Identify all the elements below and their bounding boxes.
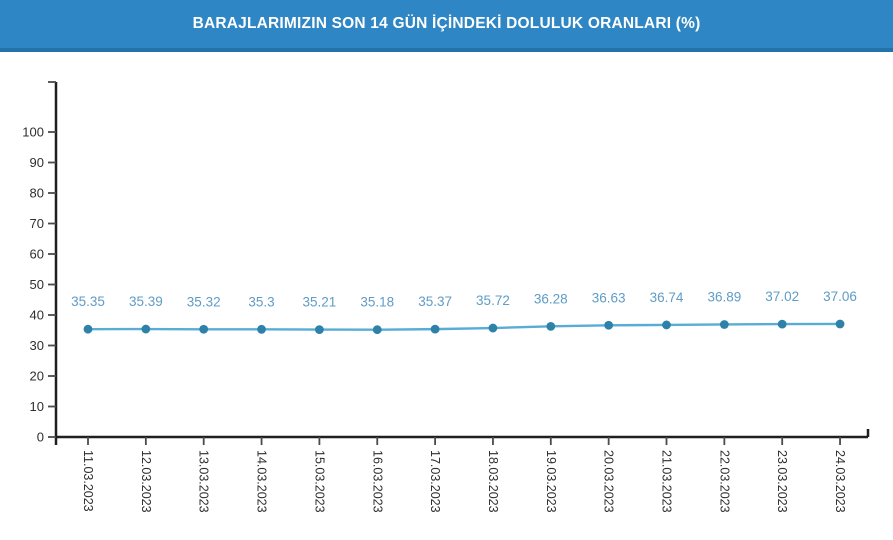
data-point[interactable] xyxy=(372,325,382,335)
x-tick-label: 11.03.2023 xyxy=(81,450,95,512)
data-point-label: 35.21 xyxy=(303,295,337,310)
y-tick-label: 0 xyxy=(37,430,44,445)
data-point[interactable] xyxy=(141,324,151,334)
data-point-label: 36.63 xyxy=(592,290,626,305)
y-tick-label: 70 xyxy=(30,216,44,231)
title-bar: BARAJLARIMIZIN SON 14 GÜN İÇİNDEKİ DOLUL… xyxy=(0,0,893,52)
y-tick-label: 20 xyxy=(30,369,44,384)
data-point[interactable] xyxy=(315,325,324,335)
y-tick-label: 50 xyxy=(30,277,44,292)
data-point[interactable] xyxy=(662,320,671,330)
data-line xyxy=(86,322,842,331)
data-point-label: 35.72 xyxy=(476,293,510,308)
data-point[interactable] xyxy=(257,324,266,334)
data-point[interactable] xyxy=(488,323,498,333)
data-point-label: 35.3 xyxy=(248,294,274,309)
x-tick-label: 16.03.2023 xyxy=(370,450,384,513)
data-point-label: 35.32 xyxy=(187,294,221,309)
data-point-label: 37.06 xyxy=(823,289,857,304)
data-point-label: 35.35 xyxy=(71,294,105,309)
x-tick-label: 15.03.2023 xyxy=(312,450,326,513)
y-tick-label: 100 xyxy=(22,125,44,140)
x-tick-label: 24.03.2023 xyxy=(833,450,847,513)
x-tick-label: 17.03.2023 xyxy=(428,450,442,513)
data-point[interactable] xyxy=(199,324,209,334)
data-point-label: 36.89 xyxy=(707,289,741,304)
data-point[interactable] xyxy=(546,321,556,331)
data-point[interactable] xyxy=(83,324,93,334)
x-tick-label: 13.03.2023 xyxy=(197,450,211,513)
data-point-label: 35.39 xyxy=(129,294,163,309)
y-tick-label: 40 xyxy=(30,308,44,323)
data-point[interactable] xyxy=(777,319,787,329)
y-tick-label: 10 xyxy=(30,399,44,414)
x-tick-label: 21.03.2023 xyxy=(660,450,674,513)
x-tick-label: 19.03.2023 xyxy=(544,450,558,513)
page-title: BARAJLARIMIZIN SON 14 GÜN İÇİNDEKİ DOLUL… xyxy=(192,15,701,32)
data-point[interactable] xyxy=(719,320,729,329)
line-chart: 0 10 20 30 40 50 60 70 80 90 100 11.03.2023 12.03.20… xyxy=(22,81,870,513)
data-point-label: 37.02 xyxy=(765,289,799,304)
x-tick-label: 12.03.2023 xyxy=(139,450,153,513)
y-tick-label: 90 xyxy=(30,155,44,170)
x-tick-label: 23.03.2023 xyxy=(775,450,789,513)
data-point[interactable] xyxy=(430,324,440,334)
data-point[interactable] xyxy=(604,320,614,330)
data-point[interactable] xyxy=(835,319,845,329)
chart-area: 0 10 20 30 40 50 60 70 80 90 100 11.03.2023 12.03.20… xyxy=(0,52,893,540)
data-point-label: 35.37 xyxy=(418,294,452,309)
y-tick-label: 80 xyxy=(30,186,44,201)
y-tick-label: 30 xyxy=(30,338,44,353)
x-tick-label: 18.03.2023 xyxy=(486,450,500,513)
data-point-label: 36.74 xyxy=(650,290,684,305)
data-point-label: 35.18 xyxy=(360,295,394,310)
x-tick-label: 20.03.2023 xyxy=(602,450,616,513)
x-tick-label: 22.03.2023 xyxy=(717,450,731,513)
y-tick-label: 60 xyxy=(30,247,44,262)
x-tick-label: 14.03.2023 xyxy=(255,450,269,513)
data-point-label: 36.28 xyxy=(534,291,568,306)
